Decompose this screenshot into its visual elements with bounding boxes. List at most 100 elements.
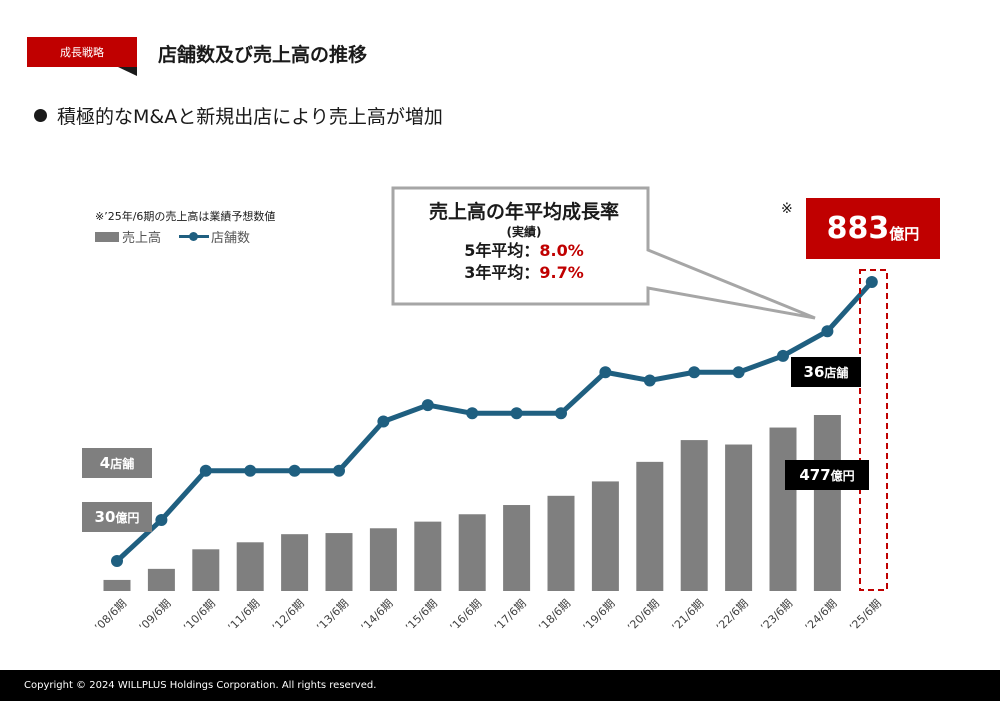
sales-bar	[103, 579, 131, 591]
sales-latest-unit: 億円	[830, 468, 855, 483]
callout-3yr-value: 9.7%	[539, 263, 584, 282]
section-tag: 成長戦略	[27, 37, 137, 67]
x-tick-label: ’12/6期	[270, 597, 307, 634]
sales-latest-value: 477	[799, 466, 831, 484]
bullet-text: 積極的なM&Aと新規出店により売上高が増加	[57, 106, 443, 128]
stores-point	[599, 366, 612, 379]
x-tick-label: ’24/6期	[803, 597, 840, 634]
sales-bar	[725, 444, 753, 591]
sales-start-value: 30	[94, 508, 116, 526]
stores-point	[421, 399, 434, 412]
forecast-sales-badge: 883 億円	[806, 198, 940, 259]
bullet-point: 積極的なM&Aと新規出店により売上高が増加	[34, 102, 443, 129]
stores-point	[510, 407, 523, 420]
bars-group	[103, 415, 841, 591]
sales-bar	[147, 568, 175, 591]
x-tick-label: ’21/6期	[669, 597, 706, 634]
x-tick-label: ’09/6期	[137, 597, 174, 634]
sales-bar	[369, 528, 397, 591]
x-tick-label: ’23/6期	[758, 597, 795, 634]
forecast-sales-value: 883	[826, 211, 890, 246]
sales-bar	[281, 534, 309, 591]
callout-5yr-label: 5年平均：	[464, 241, 540, 260]
stores-point	[688, 366, 701, 379]
section-tag-label: 成長戦略	[60, 46, 104, 59]
sales-bar	[414, 521, 442, 591]
sales-start-unit: 億円	[115, 510, 140, 525]
x-tick-label: ’08/6期	[92, 597, 129, 634]
legend-sales-label: 売上高	[122, 231, 162, 246]
footer: Copyright © 2024 WILLPLUS Holdings Corpo…	[0, 670, 1000, 701]
x-axis-labels: ’08/6期 ’09/6期 ’10/6期 ’11/6期 ’12/6期 ’13/6期 ’14/…	[92, 597, 884, 634]
callout-title: 売上高の年平均成長率	[428, 201, 619, 223]
x-tick-label: ’13/6期	[314, 597, 351, 634]
callout-row-3yr: 3年平均：9.7%	[393, 262, 655, 284]
page-title: 店舗数及び売上高の推移	[158, 44, 368, 66]
stores-start-label: 4 店舗	[82, 448, 152, 478]
forecast-sales-unit: 億円	[889, 225, 920, 243]
sales-bar	[192, 549, 220, 591]
forecast-asterisk: ※	[781, 201, 793, 217]
stores-point	[555, 407, 567, 420]
callout-3yr-label: 3年平均：	[464, 263, 540, 282]
sales-bar	[547, 495, 575, 591]
x-tick-label: ’20/6期	[625, 597, 662, 634]
legend-bar-swatch	[95, 231, 119, 242]
stores-latest-value: 36	[803, 363, 825, 381]
stores-point	[333, 464, 345, 477]
bullet-dot-icon	[34, 109, 47, 122]
stores-point	[244, 464, 257, 477]
callout-5yr-value: 8.0%	[539, 241, 584, 260]
stores-point	[288, 464, 301, 477]
stores-line-group	[111, 276, 878, 567]
sales-bar	[636, 461, 664, 591]
sales-bar	[503, 505, 531, 591]
stores-point	[377, 415, 390, 428]
sales-latest-label: 477 億円	[785, 460, 869, 490]
callout-row-5yr: 5年平均：8.0%	[393, 240, 655, 262]
stores-point	[777, 349, 789, 362]
forecast-highlight-frame	[859, 269, 888, 591]
stores-point	[466, 407, 479, 420]
stores-point	[111, 555, 123, 567]
section-tag-tail	[118, 67, 137, 76]
callout-shape	[391, 186, 816, 320]
sales-bar	[325, 533, 353, 591]
stores-start-unit: 店舗	[110, 456, 135, 471]
stores-latest-unit: 店舗	[824, 365, 849, 380]
stores-point	[643, 374, 656, 387]
stores-point	[865, 276, 878, 288]
legend-line-swatch	[179, 232, 210, 241]
stores-latest-label: 36 店舗	[791, 357, 861, 387]
stores-point	[199, 464, 212, 477]
x-tick-label: ’10/6期	[181, 597, 218, 634]
x-tick-label: ’17/6期	[492, 597, 529, 634]
stores-point	[155, 513, 168, 526]
x-tick-label: ’18/6期	[536, 597, 573, 634]
sales-bar	[458, 514, 486, 591]
stores-start-value: 4	[99, 454, 111, 472]
x-tick-label: ’16/6期	[447, 597, 484, 634]
forecast-note: ※’25年/6期の売上高は業績予想数値	[95, 210, 276, 223]
x-tick-label: ’19/6期	[581, 597, 618, 634]
x-tick-label: ’11/6期	[225, 597, 262, 634]
sales-bar	[769, 427, 797, 591]
sales-bar	[680, 440, 708, 591]
callout-text: 売上高の年平均成長率 (実績) 5年平均：8.0% 3年平均：9.7%	[393, 200, 655, 284]
copyright-text: Copyright © 2024 WILLPLUS Holdings Corpo…	[24, 680, 377, 691]
sales-start-label: 30 億円	[82, 502, 152, 532]
sales-bar	[236, 542, 264, 591]
x-tick-label: ’14/6期	[359, 597, 396, 634]
sales-bar	[591, 481, 619, 591]
legend-stores-label: 店舗数	[211, 231, 251, 246]
stores-point	[821, 325, 834, 338]
callout-subtitle: (実績)	[506, 225, 542, 239]
x-tick-label: ’22/6期	[714, 597, 751, 634]
stores-line	[115, 280, 874, 563]
chart-legend: 売上高 店舗数	[95, 227, 250, 246]
stores-point	[732, 366, 745, 379]
x-tick-label: ’15/6期	[403, 597, 440, 634]
x-tick-label: ’25/6期	[847, 597, 884, 634]
sales-bar	[813, 415, 841, 591]
